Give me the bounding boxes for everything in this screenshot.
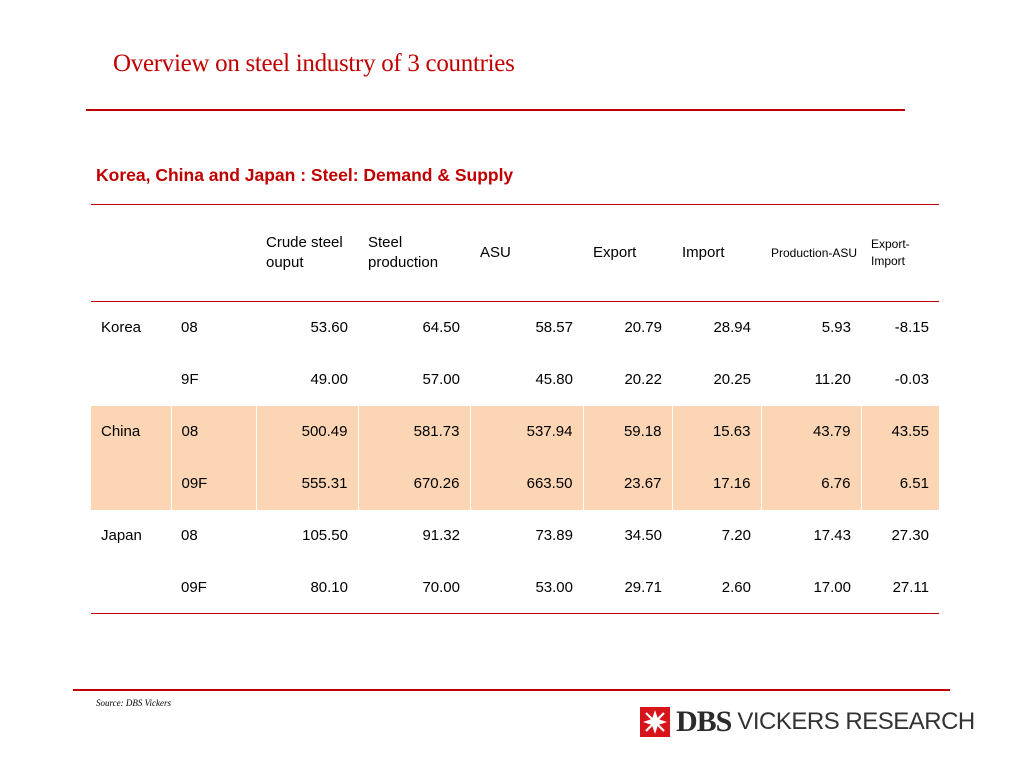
production-asu-cell: 5.93: [821, 319, 851, 337]
table-header-row: Crude steel ouput Steel production ASU E…: [91, 204, 939, 302]
table-row-highlighted: China 08 500.49 581.73 537.94 59.18 15.6…: [91, 405, 939, 458]
country-cell: Japan: [101, 527, 142, 544]
header-crude-steel-output: Crude steel ouput: [256, 204, 358, 302]
header-import: Import: [672, 204, 761, 302]
export-import-cell: -0.03: [894, 371, 929, 388]
export-import-cell: 27.11: [861, 561, 939, 614]
export-cell: 34.50: [624, 527, 662, 544]
crude-steel-cell: 500.49: [255, 405, 358, 458]
export-import-cell: 27.30: [891, 527, 929, 544]
import-cell: 28.94: [713, 319, 751, 337]
dbs-vickers-logo: DBS VICKERS RESEARCH: [640, 705, 975, 739]
asu-cell: 537.94: [469, 405, 583, 458]
steel-table-container: Crude steel ouput Steel production ASU E…: [91, 204, 939, 614]
country-cell: Korea: [101, 319, 142, 337]
steel-demand-supply-table: Crude steel ouput Steel production ASU E…: [91, 204, 939, 614]
steel-production-cell: 64.50: [422, 319, 460, 337]
logo-brand-text: DBS: [676, 705, 732, 738]
export-cell: 59.18: [582, 405, 672, 458]
year-cell: 08: [170, 405, 256, 458]
import-cell: 2.60: [672, 561, 761, 614]
year-cell: 9F: [181, 371, 199, 388]
import-cell: 17.16: [671, 457, 761, 510]
import-cell: 20.25: [713, 371, 751, 388]
country-cell: [91, 561, 171, 614]
export-cell: 20.22: [624, 371, 662, 388]
export-import-cell: 43.55: [860, 405, 939, 458]
asu-cell: 663.50: [469, 457, 583, 510]
year-cell: 09F: [170, 457, 256, 510]
country-cell: [91, 354, 171, 406]
crude-steel-cell: 53.60: [310, 319, 348, 337]
steel-production-cell: 91.32: [422, 527, 460, 544]
production-asu-cell: 43.79: [760, 405, 861, 458]
header-country: [91, 204, 171, 302]
crude-steel-cell: 555.31: [255, 457, 358, 510]
steel-production-cell: 57.00: [422, 371, 460, 388]
dbs-star-logo-icon: [640, 707, 670, 737]
asu-cell: 73.89: [535, 527, 573, 544]
crude-steel-cell: 80.10: [256, 561, 358, 614]
country-cell: [91, 457, 171, 510]
export-import-cell: -8.15: [894, 319, 929, 337]
table-row: 09F 80.10 70.00 53.00 29.71 2.60 17.00 2…: [91, 561, 939, 614]
source-note: Source: DBS Vickers: [96, 698, 171, 708]
import-cell: 7.20: [721, 527, 751, 544]
header-year: [171, 204, 256, 302]
table-row: 9F 49.00 57.00 45.80 20.22 20.25 11.20 -…: [91, 354, 939, 406]
production-asu-cell: 11.20: [814, 371, 851, 388]
header-steel-production: Steel production: [358, 204, 470, 302]
year-cell: 08: [181, 527, 198, 544]
table-row-highlighted: 09F 555.31 670.26 663.50 23.67 17.16 6.7…: [91, 457, 939, 510]
table-row: Japan 08 105.50 91.32 73.89 34.50 7.20 1…: [91, 510, 939, 562]
title-divider: [86, 109, 905, 111]
header-export-import: Export-Import: [861, 204, 939, 302]
steel-production-cell: 581.73: [357, 405, 470, 458]
table-row: Korea 08 53.60 64.50 58.57 20.79 28.94 5…: [91, 302, 939, 354]
asu-cell: 58.57: [535, 319, 573, 337]
export-cell: 20.79: [624, 319, 662, 337]
export-import-cell: 6.51: [860, 457, 939, 510]
import-cell: 15.63: [671, 405, 761, 458]
asu-cell: 53.00: [470, 561, 583, 614]
footer-divider: [73, 689, 950, 691]
production-asu-cell: 17.43: [813, 527, 851, 544]
asu-cell: 45.80: [535, 371, 573, 388]
header-production-asu: Production-ASU: [761, 204, 861, 302]
year-cell: 08: [181, 319, 198, 337]
header-export: Export: [583, 204, 672, 302]
year-cell: 09F: [171, 561, 256, 614]
steel-production-cell: 670.26: [357, 457, 470, 510]
export-cell: 23.67: [582, 457, 672, 510]
header-asu: ASU: [470, 204, 583, 302]
logo-tagline-text: VICKERS RESEARCH: [737, 708, 975, 735]
production-asu-cell: 6.76: [760, 457, 861, 510]
crude-steel-cell: 105.50: [302, 527, 348, 544]
export-cell: 29.71: [583, 561, 672, 614]
slide-title: Overview on steel industry of 3 countrie…: [113, 50, 515, 77]
table-title: Korea, China and Japan : Steel: Demand &…: [96, 165, 514, 185]
steel-production-cell: 70.00: [358, 561, 470, 614]
country-cell: China: [91, 405, 171, 458]
crude-steel-cell: 49.00: [310, 371, 348, 388]
production-asu-cell: 17.00: [761, 561, 861, 614]
